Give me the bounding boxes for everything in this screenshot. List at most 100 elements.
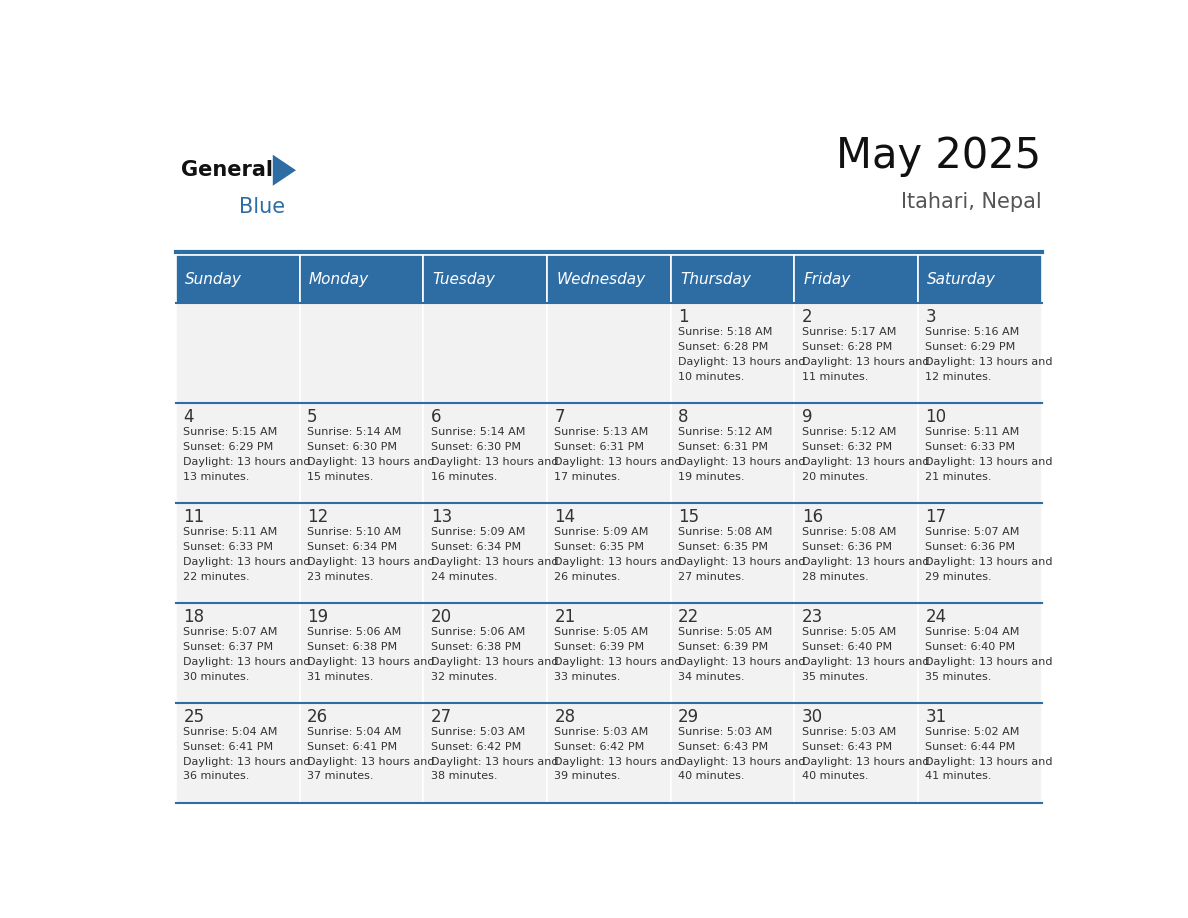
Bar <box>176 303 299 403</box>
Bar <box>546 403 671 503</box>
Text: 40 minutes.: 40 minutes. <box>802 771 868 781</box>
Bar <box>671 703 795 803</box>
Text: 25: 25 <box>183 708 204 726</box>
Bar <box>546 303 671 403</box>
Text: Sunrise: 5:03 AM: Sunrise: 5:03 AM <box>802 727 896 737</box>
Text: Daylight: 13 hours and: Daylight: 13 hours and <box>308 656 435 666</box>
Bar <box>299 603 423 703</box>
Text: Sunrise: 5:03 AM: Sunrise: 5:03 AM <box>555 727 649 737</box>
Text: 24: 24 <box>925 608 947 626</box>
Text: 39 minutes.: 39 minutes. <box>555 771 621 781</box>
Text: 19 minutes.: 19 minutes. <box>678 472 745 482</box>
Bar <box>918 303 1042 403</box>
Text: Sunset: 6:43 PM: Sunset: 6:43 PM <box>802 742 892 752</box>
Bar <box>423 255 546 303</box>
Text: Sunset: 6:41 PM: Sunset: 6:41 PM <box>183 742 273 752</box>
Bar <box>299 255 423 303</box>
Text: 34 minutes.: 34 minutes. <box>678 672 745 681</box>
Bar <box>423 703 546 803</box>
Text: 15 minutes.: 15 minutes. <box>308 472 373 482</box>
Text: Sunrise: 5:03 AM: Sunrise: 5:03 AM <box>678 727 772 737</box>
Text: Sunrise: 5:04 AM: Sunrise: 5:04 AM <box>308 727 402 737</box>
Text: 10: 10 <box>925 408 947 426</box>
Text: 17 minutes.: 17 minutes. <box>555 472 621 482</box>
Bar <box>299 403 423 503</box>
Text: Daylight: 13 hours and: Daylight: 13 hours and <box>431 457 558 467</box>
Bar <box>795 403 918 503</box>
Bar <box>671 503 795 603</box>
Text: 35 minutes.: 35 minutes. <box>925 672 992 681</box>
Text: Sunrise: 5:11 AM: Sunrise: 5:11 AM <box>925 427 1019 437</box>
Bar <box>423 603 546 703</box>
Text: Sunset: 6:34 PM: Sunset: 6:34 PM <box>431 542 520 552</box>
Text: Sunrise: 5:08 AM: Sunrise: 5:08 AM <box>678 527 772 537</box>
Bar <box>671 403 795 503</box>
Bar <box>918 703 1042 803</box>
Text: 20 minutes.: 20 minutes. <box>802 472 868 482</box>
Text: Sunset: 6:31 PM: Sunset: 6:31 PM <box>555 442 644 452</box>
Text: 20: 20 <box>431 608 451 626</box>
Text: 27 minutes.: 27 minutes. <box>678 572 745 582</box>
Text: Sunrise: 5:17 AM: Sunrise: 5:17 AM <box>802 327 896 337</box>
Text: Sunrise: 5:09 AM: Sunrise: 5:09 AM <box>555 527 649 537</box>
Text: Daylight: 13 hours and: Daylight: 13 hours and <box>431 756 558 767</box>
Bar <box>299 503 423 603</box>
Text: 35 minutes.: 35 minutes. <box>802 672 868 681</box>
Text: Daylight: 13 hours and: Daylight: 13 hours and <box>925 457 1053 467</box>
Text: Sunrise: 5:06 AM: Sunrise: 5:06 AM <box>308 627 402 637</box>
Text: Sunset: 6:33 PM: Sunset: 6:33 PM <box>183 542 273 552</box>
Bar <box>918 503 1042 603</box>
Text: Daylight: 13 hours and: Daylight: 13 hours and <box>431 656 558 666</box>
Text: Sunrise: 5:08 AM: Sunrise: 5:08 AM <box>802 527 896 537</box>
Text: Sunset: 6:29 PM: Sunset: 6:29 PM <box>183 442 273 452</box>
Text: Sunset: 6:37 PM: Sunset: 6:37 PM <box>183 642 273 652</box>
Text: Sunrise: 5:03 AM: Sunrise: 5:03 AM <box>431 727 525 737</box>
Text: Daylight: 13 hours and: Daylight: 13 hours and <box>678 457 805 467</box>
Text: Daylight: 13 hours and: Daylight: 13 hours and <box>678 756 805 767</box>
Text: Daylight: 13 hours and: Daylight: 13 hours and <box>925 556 1053 566</box>
Text: Sunset: 6:33 PM: Sunset: 6:33 PM <box>925 442 1016 452</box>
Text: 12: 12 <box>308 508 328 526</box>
Text: 6: 6 <box>431 408 441 426</box>
Text: Sunset: 6:30 PM: Sunset: 6:30 PM <box>431 442 520 452</box>
Text: 11 minutes.: 11 minutes. <box>802 372 868 382</box>
Text: Sunrise: 5:13 AM: Sunrise: 5:13 AM <box>555 427 649 437</box>
Text: 28 minutes.: 28 minutes. <box>802 572 868 582</box>
Text: 18: 18 <box>183 608 204 626</box>
Bar <box>176 503 299 603</box>
Text: Daylight: 13 hours and: Daylight: 13 hours and <box>555 656 682 666</box>
Text: Sunset: 6:30 PM: Sunset: 6:30 PM <box>308 442 397 452</box>
Text: Saturday: Saturday <box>927 272 996 286</box>
Text: Sunrise: 5:05 AM: Sunrise: 5:05 AM <box>802 627 896 637</box>
Text: Sunset: 6:32 PM: Sunset: 6:32 PM <box>802 442 892 452</box>
Text: Sunset: 6:42 PM: Sunset: 6:42 PM <box>431 742 522 752</box>
Text: Sunset: 6:36 PM: Sunset: 6:36 PM <box>802 542 892 552</box>
Bar <box>423 403 546 503</box>
Bar <box>546 255 671 303</box>
Text: Sunset: 6:34 PM: Sunset: 6:34 PM <box>308 542 397 552</box>
Text: Sunset: 6:42 PM: Sunset: 6:42 PM <box>555 742 645 752</box>
Text: Daylight: 13 hours and: Daylight: 13 hours and <box>431 556 558 566</box>
Text: Sunset: 6:39 PM: Sunset: 6:39 PM <box>678 642 769 652</box>
Bar <box>546 503 671 603</box>
Text: Daylight: 13 hours and: Daylight: 13 hours and <box>925 756 1053 767</box>
Text: Sunrise: 5:10 AM: Sunrise: 5:10 AM <box>308 527 402 537</box>
Text: Thursday: Thursday <box>680 272 751 286</box>
Text: Daylight: 13 hours and: Daylight: 13 hours and <box>555 756 682 767</box>
Text: Daylight: 13 hours and: Daylight: 13 hours and <box>308 756 435 767</box>
Text: Sunrise: 5:04 AM: Sunrise: 5:04 AM <box>183 727 278 737</box>
Text: Daylight: 13 hours and: Daylight: 13 hours and <box>802 357 929 367</box>
Text: 37 minutes.: 37 minutes. <box>308 771 373 781</box>
Text: Daylight: 13 hours and: Daylight: 13 hours and <box>308 457 435 467</box>
Bar <box>176 255 299 303</box>
Text: 29 minutes.: 29 minutes. <box>925 572 992 582</box>
Text: Daylight: 13 hours and: Daylight: 13 hours and <box>183 656 311 666</box>
Text: 7: 7 <box>555 408 565 426</box>
Text: Sunset: 6:44 PM: Sunset: 6:44 PM <box>925 742 1016 752</box>
Text: Daylight: 13 hours and: Daylight: 13 hours and <box>183 457 311 467</box>
Text: 19: 19 <box>308 608 328 626</box>
Bar <box>795 603 918 703</box>
Text: Friday: Friday <box>803 272 851 286</box>
Text: Sunday: Sunday <box>185 272 242 286</box>
Text: 27: 27 <box>431 708 451 726</box>
